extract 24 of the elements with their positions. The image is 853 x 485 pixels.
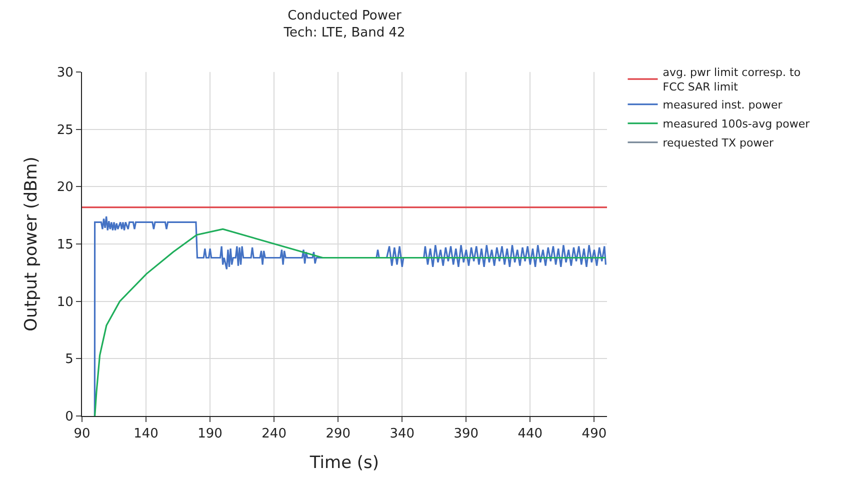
y-tick-label: 25 (56, 122, 74, 138)
chart-title: Conducted Power (288, 8, 402, 24)
x-tick-label: 440 (518, 426, 543, 442)
y-axis-title: Output power (dBm) (21, 156, 42, 332)
y-tick-label: 15 (56, 238, 74, 253)
y-tick-label: 20 (56, 180, 74, 196)
legend-label: avg. pwr limit corresp. to FCC SAR limit (662, 66, 801, 94)
y-tick-label: 5 (65, 352, 74, 368)
x-tick-label: 140 (134, 426, 158, 442)
x-tick-label: 390 (454, 426, 479, 442)
x-tick-label: 190 (198, 426, 222, 442)
legend-label: measured 100s-avg power (662, 118, 810, 131)
legend-label: measured inst. power (662, 98, 783, 112)
x-tick-label: 240 (262, 426, 286, 442)
y-tick-label: 0 (65, 410, 74, 425)
y-tick-label: 10 (56, 294, 74, 310)
y-tick-label: 30 (56, 66, 74, 81)
x-tick-label: 490 (582, 426, 607, 442)
x-tick-label: 340 (390, 426, 415, 442)
x-axis-title: Time (s) (308, 453, 380, 473)
chart-subtitle: Tech: LTE, Band 42 (282, 25, 406, 40)
x-tick-label: 290 (326, 426, 351, 442)
x-tick-label: 90 (74, 426, 90, 442)
legend-label: requested TX power (662, 136, 774, 150)
